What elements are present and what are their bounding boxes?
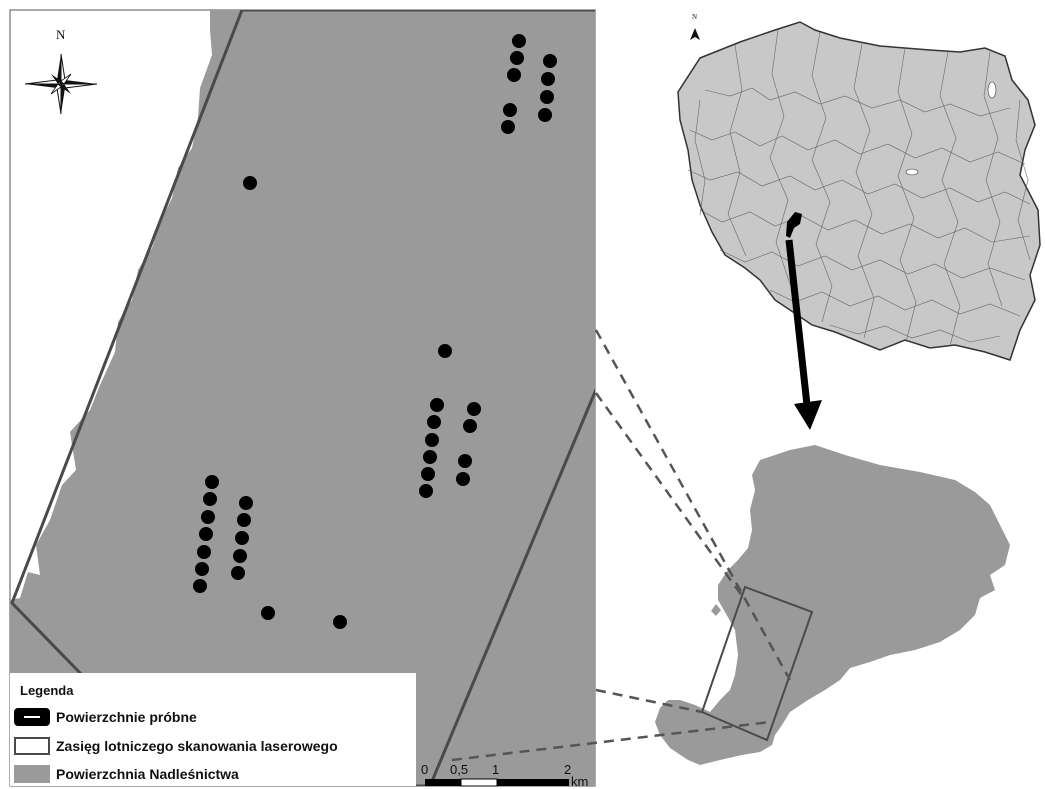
map-legend: Legenda Powierzchnie próbne Zasięg lotni… — [10, 673, 416, 786]
main-map — [9, 9, 596, 787]
sample-plot — [456, 472, 470, 486]
sample-plot — [425, 433, 439, 447]
sample-plot — [193, 579, 207, 593]
sample-plot — [458, 454, 472, 468]
outlined-rectangle-icon — [14, 737, 50, 755]
scale-tick-label: 1 — [492, 762, 500, 777]
sample-plot — [507, 68, 521, 82]
sample-plot — [235, 531, 249, 545]
pointer-arrow-shaft — [785, 239, 811, 406]
scale-bar — [425, 778, 569, 787]
legend-item-sample-plots: Powierzchnie próbne — [14, 706, 197, 728]
sample-plot — [423, 450, 437, 464]
district-islet — [711, 604, 721, 616]
sample-plot — [243, 176, 257, 190]
laser-scan-extent-outline — [10, 10, 595, 786]
poland-outline — [677, 21, 1041, 361]
sample-plot — [427, 415, 441, 429]
sample-plot — [421, 467, 435, 481]
sample-plot — [231, 566, 245, 580]
legend-item-label: Zasięg lotniczego skanowania laserowego — [56, 738, 338, 754]
legend-item-label: Powierzchnia Nadleśnictwa — [56, 766, 239, 782]
sample-plot — [463, 419, 477, 433]
sample-plot — [419, 484, 433, 498]
sample-plot — [205, 475, 219, 489]
legend-item-laser-extent: Zasięg lotniczego skanowania laserowego — [14, 735, 338, 757]
north-arrow-inset-icon — [690, 28, 700, 40]
sample-plot — [541, 72, 555, 86]
lake-icon — [987, 81, 997, 99]
sample-plot — [197, 545, 211, 559]
sample-plot — [543, 54, 557, 68]
sample-plot — [261, 606, 275, 620]
north-arrow-icon — [24, 53, 98, 115]
forest-district-area — [10, 10, 595, 786]
gray-fill-icon — [14, 765, 50, 783]
sample-plot — [239, 496, 253, 510]
lake-icon — [905, 168, 919, 176]
scale-unit-label: km — [571, 774, 589, 789]
district-inset-map — [655, 445, 1010, 765]
sample-plot — [503, 103, 517, 117]
sample-plot — [201, 510, 215, 524]
legend-item-district-area: Powierzchnia Nadleśnictwa — [14, 763, 239, 785]
sample-plot — [203, 492, 217, 506]
sample-plot — [501, 120, 515, 134]
north-label-inset: N — [692, 13, 698, 21]
sample-plot — [540, 90, 554, 104]
sample-plot — [195, 562, 209, 576]
sample-plot — [510, 51, 524, 65]
sample-plot — [512, 34, 526, 48]
scale-tick-label: 0 — [421, 762, 429, 777]
poland-district-borders — [687, 29, 1031, 347]
sample-plot — [333, 615, 347, 629]
sample-plot — [237, 513, 251, 527]
black-rounded-bar-icon — [14, 708, 50, 726]
sample-plot — [467, 402, 481, 416]
sample-plot — [233, 549, 247, 563]
forest-district-location-marker — [786, 212, 802, 238]
sample-plot — [199, 527, 213, 541]
north-label: N — [56, 27, 66, 42]
legend-title: Legenda — [20, 683, 74, 698]
zoom-connector-lines — [451, 329, 792, 762]
sample-plot — [538, 108, 552, 122]
scale-tick-label: 0,5 — [450, 762, 469, 777]
poland-inset-map — [677, 21, 1041, 430]
district-shape — [655, 445, 1010, 765]
scale-tick-label: 2 — [564, 762, 572, 777]
sample-plot — [430, 398, 444, 412]
legend-item-label: Powierzchnie próbne — [56, 709, 197, 725]
sample-plot — [438, 344, 452, 358]
sample-plots-group — [193, 34, 557, 629]
laser-scan-extent-inset — [700, 585, 814, 742]
pointer-arrow-head-icon — [794, 400, 822, 430]
